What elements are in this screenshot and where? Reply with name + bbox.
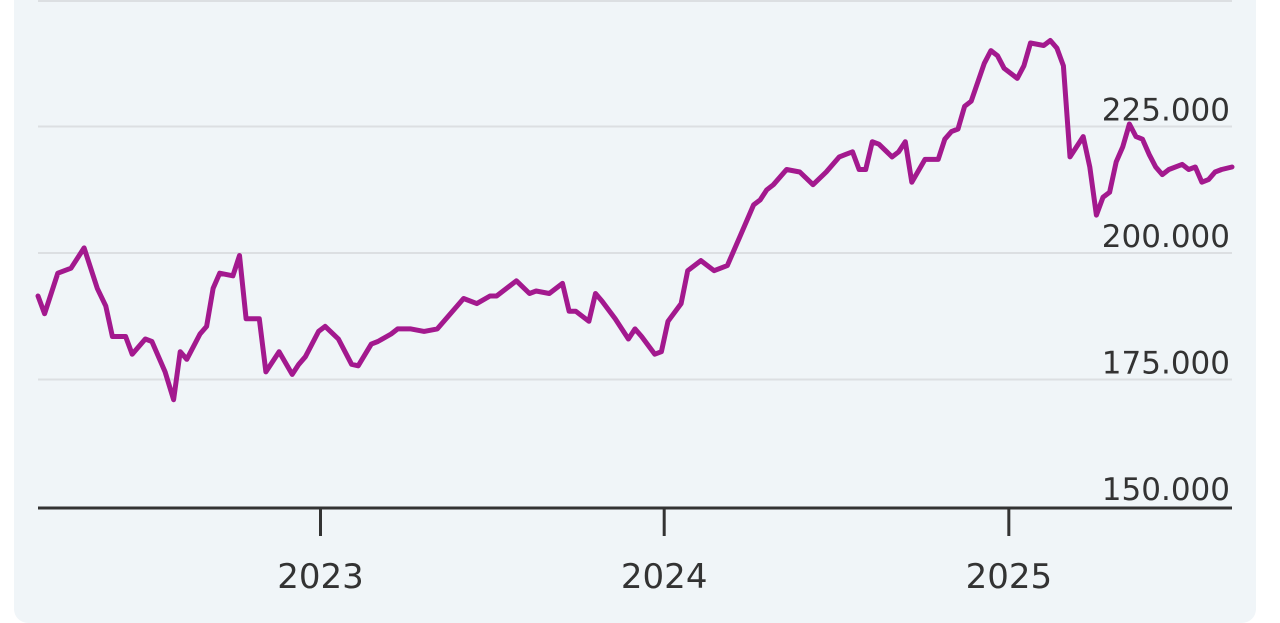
x-axis-ticks: 2023 2024 2025 <box>277 508 1052 597</box>
chart-card <box>14 0 1256 623</box>
x-tick-label: 2024 <box>621 557 708 597</box>
x-tick-label: 2025 <box>966 557 1053 597</box>
y-tick-label: 225.000 <box>1102 93 1230 129</box>
x-tick-label: 2023 <box>277 557 364 597</box>
gridlines <box>38 0 1232 381</box>
y-tick-label: 150.000 <box>1102 472 1230 508</box>
y-axis-labels: 150.000 175.000 200.000 225.000 <box>1102 93 1230 509</box>
y-tick-label: 175.000 <box>1102 346 1230 382</box>
y-tick-label: 200.000 <box>1102 219 1230 255</box>
series-line <box>35 38 1235 403</box>
